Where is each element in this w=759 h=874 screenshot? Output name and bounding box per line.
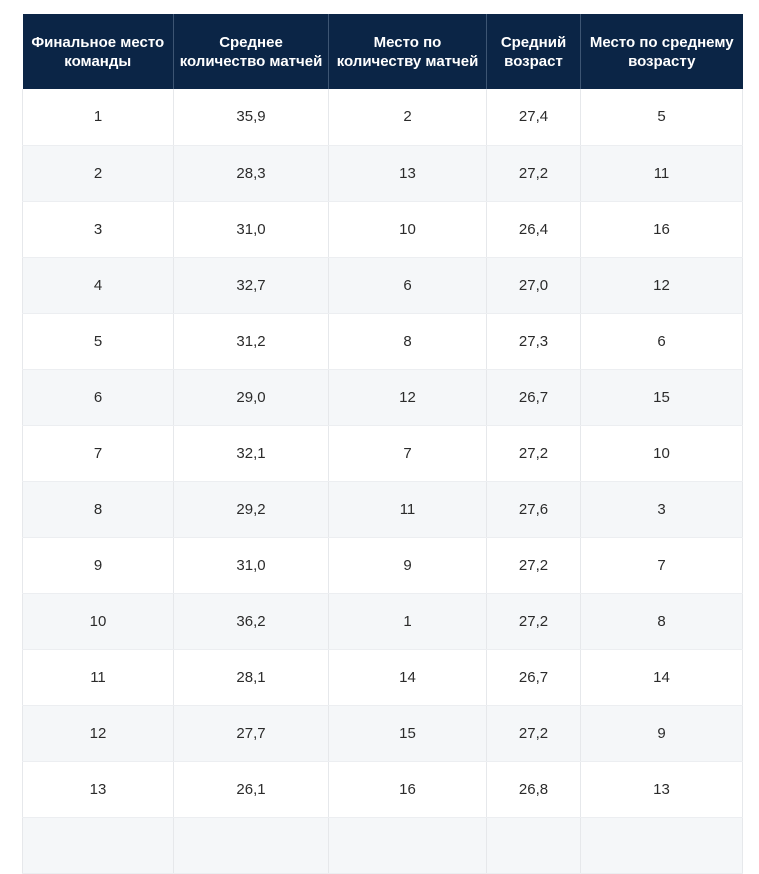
- table-row: 13 26,1 16 26,8 13: [22, 761, 743, 818]
- cell-rank-matches: 10: [328, 201, 487, 258]
- header-rank-age: Место по среднему возрасту: [580, 14, 743, 89]
- cell-avg-age: 27,2: [486, 537, 581, 594]
- table-row: 10 36,2 1 27,2 8: [22, 593, 743, 650]
- cell-avg-matches: 29,0: [173, 369, 329, 426]
- cell-avg-age: [486, 817, 581, 874]
- cell-final-place: 6: [22, 369, 174, 426]
- team-stats-table: Финальное место команды Среднее количест…: [22, 14, 743, 874]
- cell-rank-matches: 9: [328, 537, 487, 594]
- cell-avg-matches: 31,2: [173, 313, 329, 370]
- cell-final-place: 3: [22, 201, 174, 258]
- cell-rank-age: 9: [580, 705, 743, 762]
- cell-final-place: 10: [22, 593, 174, 650]
- cell-rank-matches: 7: [328, 425, 487, 482]
- cell-final-place: 13: [22, 761, 174, 818]
- header-row: Финальное место команды Среднее количест…: [22, 14, 743, 89]
- cell-avg-matches: 32,7: [173, 257, 329, 314]
- cell-avg-age: 26,7: [486, 369, 581, 426]
- cell-avg-age: 27,3: [486, 313, 581, 370]
- table-header: Финальное место команды Среднее количест…: [22, 14, 743, 89]
- header-rank-matches: Место по количеству матчей: [328, 14, 487, 89]
- cell-rank-matches: 16: [328, 761, 487, 818]
- stats-table-container: Финальное место команды Среднее количест…: [22, 14, 743, 874]
- cell-final-place: 11: [22, 649, 174, 706]
- cell-rank-matches: 1: [328, 593, 487, 650]
- table-row: 7 32,1 7 27,2 10: [22, 425, 743, 482]
- cell-final-place: 4: [22, 257, 174, 314]
- table-row: 2 28,3 13 27,2 11: [22, 145, 743, 202]
- cell-rank-age: 13: [580, 761, 743, 818]
- table-row: 12 27,7 15 27,2 9: [22, 705, 743, 762]
- table-row: 5 31,2 8 27,3 6: [22, 313, 743, 370]
- cell-avg-age: 26,8: [486, 761, 581, 818]
- cell-rank-matches: 6: [328, 257, 487, 314]
- cell-avg-matches: 29,2: [173, 481, 329, 538]
- cell-rank-matches: 15: [328, 705, 487, 762]
- cell-rank-age: 15: [580, 369, 743, 426]
- cell-rank-matches: 2: [328, 89, 487, 146]
- cell-final-place: 2: [22, 145, 174, 202]
- cell-avg-matches: 31,0: [173, 201, 329, 258]
- cell-rank-age: 6: [580, 313, 743, 370]
- cell-final-place: 5: [22, 313, 174, 370]
- cell-rank-age: 7: [580, 537, 743, 594]
- cell-avg-age: 27,2: [486, 145, 581, 202]
- cell-avg-age: 27,2: [486, 425, 581, 482]
- cell-avg-matches: 31,0: [173, 537, 329, 594]
- table-row: 8 29,2 11 27,6 3: [22, 481, 743, 538]
- cell-rank-matches: 14: [328, 649, 487, 706]
- cell-avg-matches: 32,1: [173, 425, 329, 482]
- cell-avg-age: 26,4: [486, 201, 581, 258]
- cell-avg-age: 27,0: [486, 257, 581, 314]
- table-row: 11 28,1 14 26,7 14: [22, 649, 743, 706]
- cell-rank-matches: 13: [328, 145, 487, 202]
- table-row: 3 31,0 10 26,4 16: [22, 201, 743, 258]
- cell-avg-matches: 36,2: [173, 593, 329, 650]
- cell-final-place: 7: [22, 425, 174, 482]
- cell-final-place: [22, 817, 174, 874]
- cell-rank-matches: 11: [328, 481, 487, 538]
- table-row: 6 29,0 12 26,7 15: [22, 369, 743, 426]
- cell-avg-age: 27,6: [486, 481, 581, 538]
- cell-avg-matches: [173, 817, 329, 874]
- cell-avg-matches: 27,7: [173, 705, 329, 762]
- cell-avg-matches: 28,3: [173, 145, 329, 202]
- table-body: 1 35,9 2 27,4 5 2 28,3 13 27,2 11 3 31,0 10 26,4 16 4 32…: [22, 89, 743, 874]
- header-avg-age: Средний возраст: [486, 14, 581, 89]
- cell-avg-age: 27,4: [486, 89, 581, 146]
- table-row: 9 31,0 9 27,2 7: [22, 537, 743, 594]
- cell-rank-age: 16: [580, 201, 743, 258]
- table-row: 1 35,9 2 27,4 5: [22, 89, 743, 146]
- header-final-place: Финальное место команды: [22, 14, 174, 89]
- cell-rank-age: 8: [580, 593, 743, 650]
- cell-final-place: 12: [22, 705, 174, 762]
- cell-final-place: 8: [22, 481, 174, 538]
- cell-avg-age: 27,2: [486, 593, 581, 650]
- cell-avg-age: 26,7: [486, 649, 581, 706]
- cell-rank-matches: 8: [328, 313, 487, 370]
- cell-avg-age: 27,2: [486, 705, 581, 762]
- cell-rank-matches: 12: [328, 369, 487, 426]
- cell-rank-age: [580, 817, 743, 874]
- cell-avg-matches: 26,1: [173, 761, 329, 818]
- cell-avg-matches: 35,9: [173, 89, 329, 146]
- cell-rank-age: 5: [580, 89, 743, 146]
- cell-rank-age: 11: [580, 145, 743, 202]
- table-row: [22, 817, 743, 874]
- cell-rank-age: 3: [580, 481, 743, 538]
- header-avg-matches: Среднее количество матчей: [173, 14, 329, 89]
- cell-final-place: 1: [22, 89, 174, 146]
- cell-rank-age: 12: [580, 257, 743, 314]
- cell-final-place: 9: [22, 537, 174, 594]
- cell-rank-age: 10: [580, 425, 743, 482]
- cell-rank-age: 14: [580, 649, 743, 706]
- cell-rank-matches: [328, 817, 487, 874]
- table-row: 4 32,7 6 27,0 12: [22, 257, 743, 314]
- cell-avg-matches: 28,1: [173, 649, 329, 706]
